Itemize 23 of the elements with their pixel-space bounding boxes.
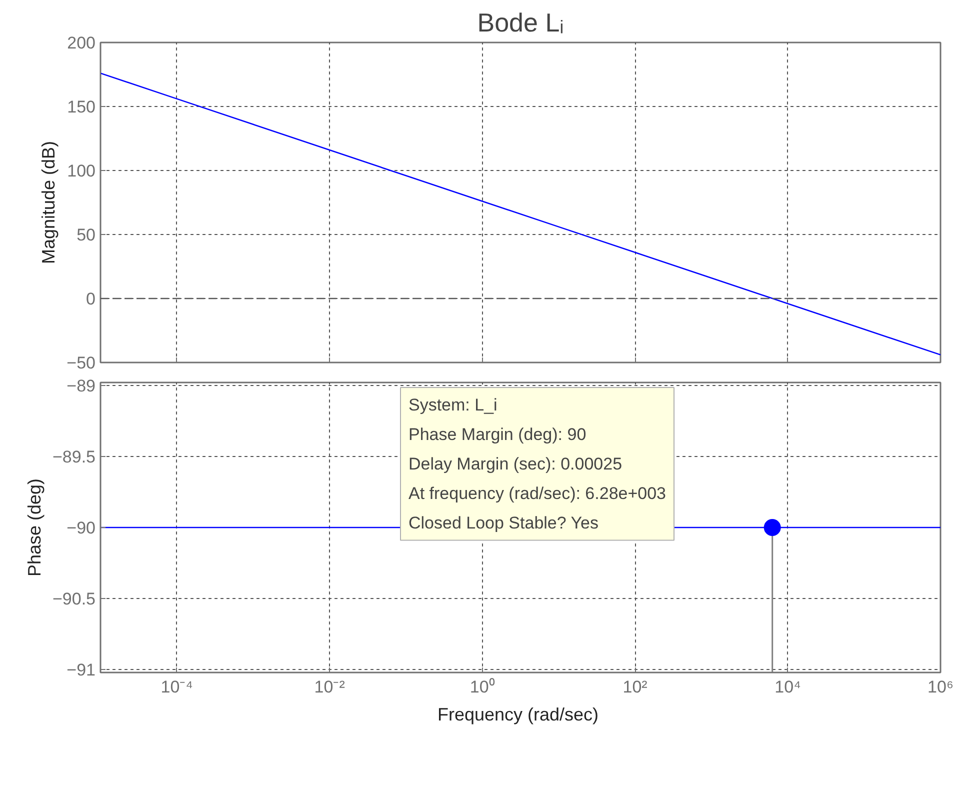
y-tick-label: −89: [66, 376, 96, 396]
x-axis-title: Frequency (rad/sec): [437, 704, 599, 724]
x-tick-label: 10⁴: [774, 678, 801, 696]
y-axis-title: Magnitude (dB): [38, 140, 59, 264]
y-tick-label: 200: [67, 34, 96, 52]
chart-title: Bode Lᵢ: [477, 8, 564, 38]
x-tick-label: 10⁰: [470, 678, 495, 696]
x-tick-label: 10⁻²: [314, 678, 346, 696]
y-axis-title: Phase (deg): [24, 478, 44, 577]
line-series: [100, 72, 940, 356]
y-tick-label: −90.5: [52, 590, 96, 609]
x-tick-label: 10⁶: [928, 678, 954, 696]
x-tick-label: 10⁻⁴: [160, 678, 193, 696]
y-tick-label: 0: [86, 290, 96, 308]
y-tick-label: 100: [67, 162, 96, 180]
y-tick-label: 150: [67, 98, 96, 116]
annotation: System: L_i Phase Margin (deg): 90 Delay Margin (sec): 0.00025 At frequency (rad/sec): 6.28e+003 Closed Loop Stable? Yes: [408, 396, 666, 532]
y-tick-label: −90: [66, 518, 96, 538]
y-tick-label: −91: [66, 660, 96, 680]
y-tick-label: 50: [76, 226, 96, 244]
y-tick-label: −89.5: [52, 447, 96, 466]
y-tick-label: −50: [66, 354, 96, 372]
x-tick-label: 10²: [622, 678, 648, 696]
